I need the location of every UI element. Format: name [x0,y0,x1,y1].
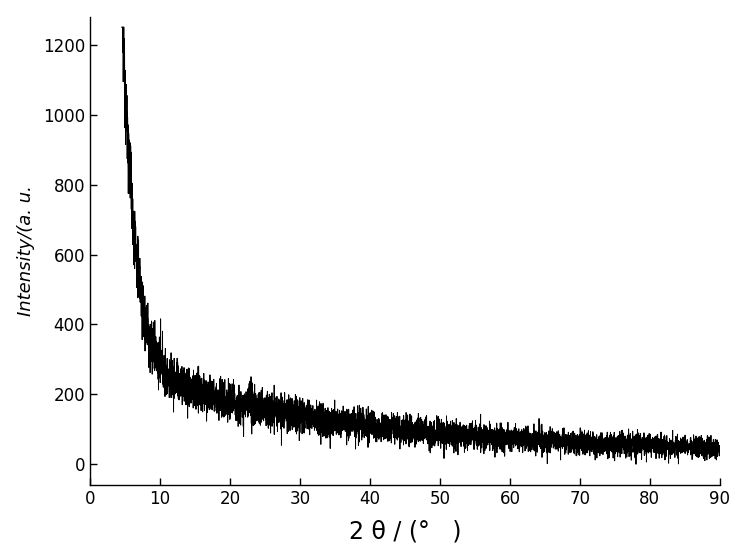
X-axis label: 2 θ / (°   ): 2 θ / (° ) [349,519,461,543]
Y-axis label: Intensity/(a. u.: Intensity/(a. u. [16,185,34,316]
